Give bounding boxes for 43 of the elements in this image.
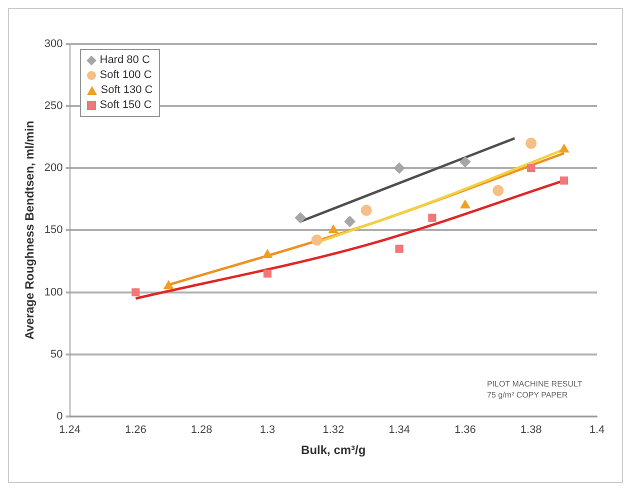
annotation: PILOT MACHINE RESULT [487,379,582,388]
x-axis-title: Bulk, cm³/g [301,443,366,458]
point [395,244,404,253]
y-tick-label: 250 [44,100,63,112]
point [262,250,272,258]
x-tick-label: 1.24 [59,424,80,436]
y-tick-label: 200 [44,162,63,174]
point [328,224,338,234]
point [428,214,436,222]
x-tick-label: 1.3 [260,424,276,436]
point [560,176,568,185]
y-tick-label: 300 [44,38,63,50]
point [344,216,356,228]
legend-label: Hard 80 C [100,53,150,68]
y-tick-label: 0 [56,410,63,422]
point [559,144,569,153]
point [526,138,537,149]
x-tick-label: 1.34 [388,424,410,436]
point [263,270,272,278]
y-tick-label: 50 [50,348,63,360]
point [460,200,470,208]
x-tick-label: 1.36 [454,424,476,436]
point [527,164,536,172]
point [132,288,140,296]
x-tick-label: 1.38 [520,424,542,436]
point [492,184,504,196]
point [360,204,372,216]
legend-label: Soft 100 C [100,68,152,83]
point [164,280,174,290]
y-tick-label: 100 [44,286,63,298]
point [311,234,322,246]
point [394,162,405,174]
y-tick-label: 150 [44,224,63,236]
annotation: 75 g/m² COPY PAPER [487,390,568,400]
y-axis-title: Average Roughness Bendtsen, ml/min [22,120,37,340]
legend-label: Soft 130 C [100,83,153,98]
x-tick-label: 1.26 [124,424,146,436]
x-tick-label: 1.28 [190,424,212,436]
point [460,156,471,168]
x-tick-label: 1.4 [589,424,605,436]
point [294,212,306,224]
x-tick-label: 1.32 [322,424,344,436]
legend-label: Soft 150 C [100,98,152,113]
